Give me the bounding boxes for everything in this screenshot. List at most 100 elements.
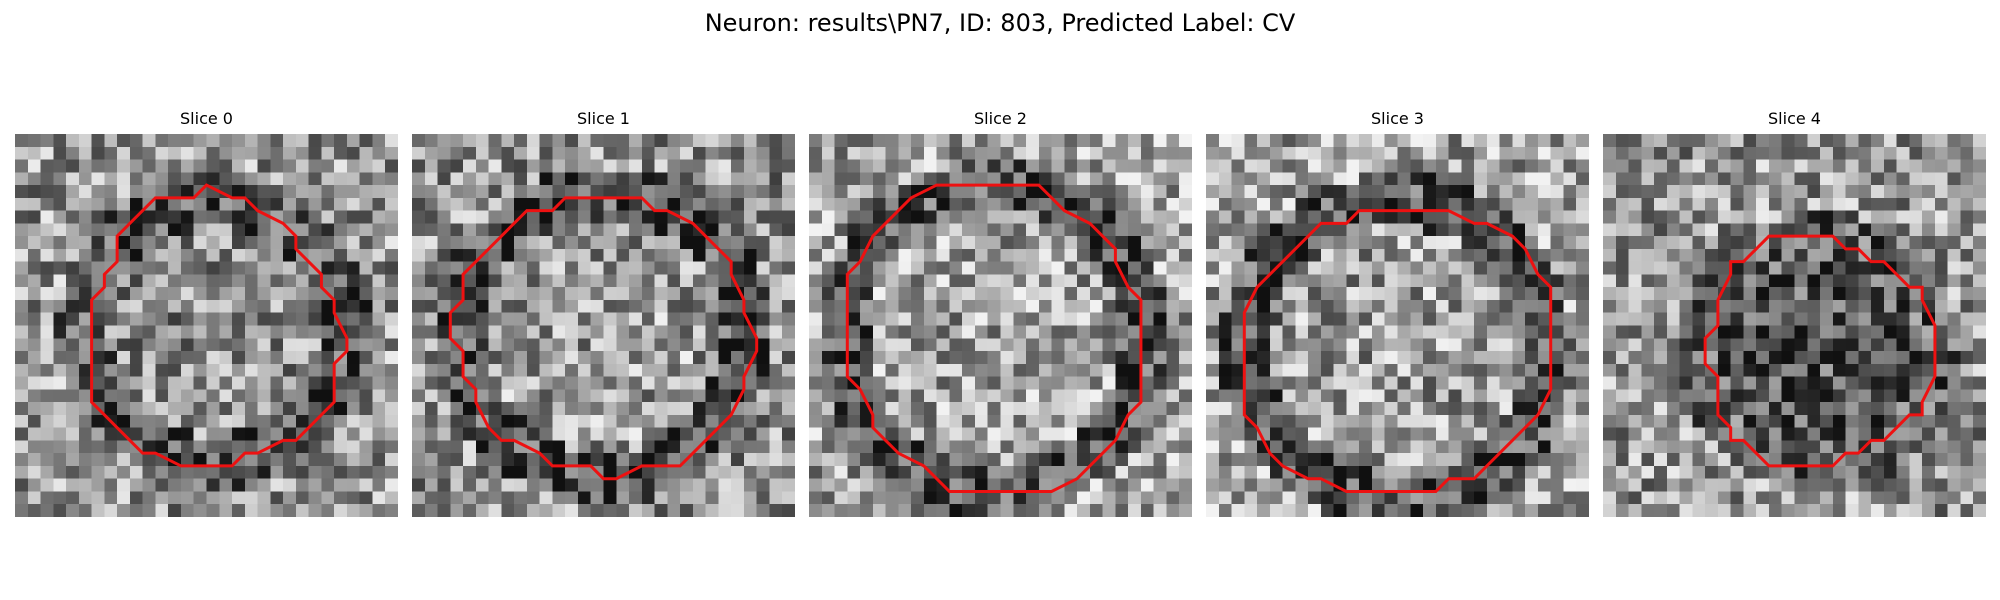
pixel <box>1832 287 1846 301</box>
pixel <box>1051 274 1065 288</box>
pixel <box>1679 363 1693 377</box>
pixel <box>1102 414 1116 428</box>
pixel <box>1717 491 1731 505</box>
pixel <box>1371 491 1385 505</box>
pixel <box>1244 453 1258 467</box>
pixel <box>15 185 29 199</box>
pixel <box>117 172 131 186</box>
pixel <box>1832 325 1846 339</box>
pixel <box>1244 274 1258 288</box>
pixel <box>1576 414 1589 428</box>
pixel <box>66 504 80 517</box>
pixel <box>629 299 643 313</box>
pixel <box>1128 172 1142 186</box>
pixel <box>346 478 360 492</box>
pixel <box>117 210 131 224</box>
pixel <box>1359 185 1373 199</box>
pixel <box>66 389 80 403</box>
pixel <box>1807 134 1821 148</box>
pixel <box>1705 159 1719 173</box>
pixel <box>641 504 655 517</box>
pixel <box>872 185 886 199</box>
pixel <box>1051 427 1065 441</box>
pixel <box>1679 312 1693 326</box>
pixel <box>346 351 360 365</box>
pixel <box>334 197 348 211</box>
pixel <box>232 287 246 301</box>
pixel <box>1768 402 1782 416</box>
pixel <box>860 261 874 275</box>
pixel <box>1960 146 1974 160</box>
pixel <box>1089 465 1103 479</box>
pixel <box>450 248 464 262</box>
pixel <box>1756 389 1770 403</box>
pixel <box>1371 312 1385 326</box>
pixel <box>577 210 591 224</box>
pixel <box>1537 312 1551 326</box>
pixel <box>1140 504 1154 517</box>
pixel <box>142 453 156 467</box>
pixel <box>40 427 54 441</box>
pixel <box>860 274 874 288</box>
pixel <box>1960 248 1974 262</box>
pixel <box>1102 491 1116 505</box>
pixel <box>488 197 502 211</box>
pixel <box>885 478 899 492</box>
pixel <box>1615 159 1629 173</box>
pixel <box>603 172 617 186</box>
pixel <box>1423 478 1437 492</box>
pixel <box>155 236 169 250</box>
pixel <box>718 402 732 416</box>
pixel <box>1461 325 1475 339</box>
pixel <box>1346 248 1360 262</box>
pixel <box>821 389 835 403</box>
pixel <box>1615 491 1629 505</box>
pixel <box>1550 248 1564 262</box>
pixel <box>1397 299 1411 313</box>
pixel <box>412 478 426 492</box>
pixel <box>1512 299 1526 313</box>
pixel <box>552 274 566 288</box>
pixel <box>1474 389 1488 403</box>
pixel <box>974 236 988 250</box>
pixel <box>1641 491 1655 505</box>
pixel <box>475 197 489 211</box>
pixel <box>782 363 795 377</box>
pixel <box>1922 159 1936 173</box>
pixel <box>1768 197 1782 211</box>
pixel <box>1934 325 1948 339</box>
pixel <box>1179 389 1192 403</box>
pixel <box>91 185 105 199</box>
pixel <box>1320 312 1334 326</box>
pixel <box>872 134 886 148</box>
pixel <box>1371 236 1385 250</box>
pixel <box>654 389 668 403</box>
pixel <box>91 261 105 275</box>
pixel <box>1179 465 1192 479</box>
pixel <box>40 223 54 237</box>
pixel <box>1654 389 1668 403</box>
pixel <box>53 453 67 467</box>
pixel <box>104 376 118 390</box>
pixel <box>1128 210 1142 224</box>
pixel <box>295 223 309 237</box>
pixel <box>1166 185 1180 199</box>
pixel <box>232 185 246 199</box>
pixel <box>1628 376 1642 390</box>
pixel <box>1820 248 1834 262</box>
pixel <box>91 465 105 479</box>
pixel <box>1615 185 1629 199</box>
pixel <box>321 248 335 262</box>
pixel <box>15 376 29 390</box>
pixel <box>244 440 258 454</box>
pixel <box>1308 261 1322 275</box>
pixel <box>949 402 963 416</box>
pixel <box>1845 236 1859 250</box>
pixel <box>193 134 207 148</box>
pixel <box>1397 491 1411 505</box>
pixel <box>283 453 297 467</box>
pixel <box>385 453 398 467</box>
pixel <box>539 402 553 416</box>
pixel <box>1269 210 1283 224</box>
pixel <box>1499 312 1513 326</box>
